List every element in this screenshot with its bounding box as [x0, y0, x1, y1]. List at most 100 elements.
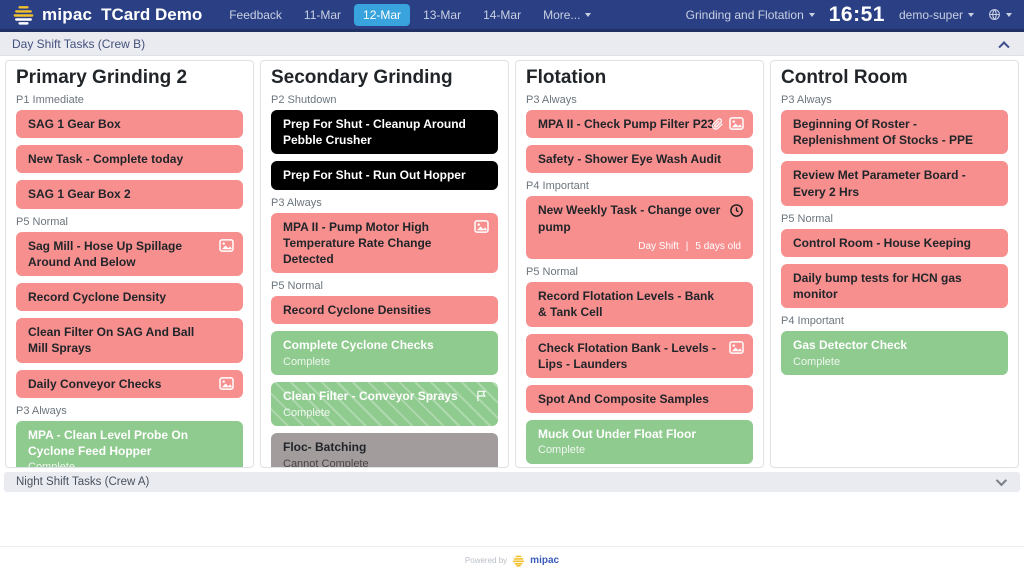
night-shift-collapsible-bar[interactable]: Night Shift Tasks (Crew A)	[4, 472, 1020, 492]
nav-item-11-mar[interactable]: 11-Mar	[303, 7, 342, 22]
task-card[interactable]: Spot And Composite Samples	[526, 385, 753, 414]
task-title: Clean Filter On SAG And Ball Mill Sprays	[28, 325, 195, 356]
task-card[interactable]: New Task - Complete today	[16, 145, 243, 174]
task-card[interactable]: MPA - Clean Level Probe On Cyclone Feed …	[16, 420, 243, 468]
powered-by-label: Powered by	[464, 556, 508, 565]
night-shift-label: Night Shift Tasks (Crew A)	[16, 476, 150, 488]
user-menu-dropdown[interactable]: demo-super	[899, 8, 974, 22]
chevron-down-icon	[1006, 12, 1012, 17]
top-navbar: mipac TCard Demo Feedback 11-Mar 12-Mar …	[0, 0, 1024, 32]
nav-item-13-mar[interactable]: 13-Mar	[423, 7, 462, 22]
task-card[interactable]: New Weekly Task - Change over pump Day S…	[526, 196, 753, 260]
priority-label: P3 Always	[781, 94, 832, 106]
clock-display: 16:51	[828, 2, 885, 26]
task-card[interactable]: Gas Detector Check Complete	[781, 331, 1008, 376]
priority-label: P5 Normal	[271, 280, 323, 293]
task-card[interactable]: MPA II - Pump Motor High Temperature Rat…	[271, 212, 498, 274]
task-title: New Task - Complete today	[28, 152, 184, 167]
task-title: Beginning Of Roster - Replenishment Of S…	[793, 117, 974, 148]
task-card[interactable]: Record Cyclone Densities	[271, 296, 498, 325]
task-title: Review Met Parameter Board - Every 2 Hrs	[793, 168, 966, 199]
chevron-up-icon	[998, 40, 1010, 52]
nav-item-14-mar[interactable]: 14-Mar	[483, 7, 522, 22]
task-card[interactable]: Clean Filter - Conveyor Sprays Complete	[271, 382, 498, 426]
task-card[interactable]: Daily bump tests for HCN gas monitor	[781, 263, 1008, 309]
column-secondary-grinding: Secondary Grinding P2 Shutdown Prep For …	[260, 60, 509, 468]
task-status: Cannot Complete	[283, 457, 369, 468]
chevron-down-icon	[995, 474, 1008, 487]
task-title: Prep For Shut - Cleanup Around Pebble Cr…	[283, 117, 466, 148]
priority-label: P2 Shutdown	[271, 94, 337, 106]
brand[interactable]: mipac TCard Demo	[12, 3, 202, 26]
task-card[interactable]: MPA II - Check Pump Filter P23	[526, 110, 753, 139]
task-card[interactable]: Check Flotation Bank - Levels - Lips - L…	[526, 333, 753, 378]
task-status: Complete	[283, 355, 331, 368]
task-title: Gas Detector Check	[793, 338, 908, 353]
day-shift-collapsible-bar[interactable]: Day Shift Tasks (Crew B)	[0, 32, 1024, 56]
image-icon	[219, 376, 234, 390]
flag-icon	[475, 389, 489, 403]
globe-icon	[988, 8, 1001, 21]
task-card[interactable]: Safety - Shower Eye Wash Audit	[526, 145, 753, 174]
priority-label: P3 Always	[271, 196, 322, 209]
task-card[interactable]: Prep For Shut - Cleanup Around Pebble Cr…	[271, 110, 498, 155]
task-card[interactable]: Review Met Parameter Board - Every 2 Hrs	[781, 161, 1008, 206]
task-card[interactable]: Complete Cyclone Checks Complete	[271, 331, 498, 376]
chevron-down-icon	[968, 13, 974, 18]
priority-label: P1 Immediate	[16, 94, 84, 106]
nav-menu: Feedback 11-Mar 12-Mar 13-Mar 14-Mar Mor…	[220, 3, 600, 26]
column-title: Primary Grinding 2	[16, 67, 188, 88]
task-card[interactable]: SAG 1 Gear Box	[16, 110, 243, 139]
priority-label: P5 Normal	[781, 212, 833, 225]
image-icon	[729, 340, 744, 354]
language-dropdown[interactable]	[988, 8, 1012, 21]
task-card[interactable]: Control Room - House Keeping	[781, 228, 1008, 257]
task-card[interactable]: Record Cyclone Density	[16, 282, 243, 312]
footer-brand-link[interactable]: mipac	[530, 555, 560, 566]
task-title: Complete Cyclone Checks	[283, 338, 434, 353]
task-status: Complete	[793, 355, 841, 368]
priority-label: P3 Always	[16, 404, 67, 417]
task-card[interactable]: Daily Conveyor Checks	[16, 369, 243, 398]
chevron-down-icon	[808, 13, 815, 18]
task-card[interactable]: Floc- Batching Cannot Complete	[271, 433, 498, 468]
app-title: TCard Demo	[101, 4, 203, 24]
image-icon	[729, 117, 744, 130]
task-title: MPA II - Pump Motor High Temperature Rat…	[283, 219, 432, 266]
task-title: SAG 1 Gear Box 2	[28, 187, 131, 202]
task-card[interactable]: Beginning Of Roster - Replenishment Of S…	[781, 110, 1008, 155]
task-card[interactable]: Sag Mill - Hose Up Spillage Around And B…	[16, 231, 243, 276]
meta-separator: |	[685, 240, 689, 252]
area-selector-dropdown[interactable]: Grinding and Flotation	[686, 8, 815, 22]
task-title: Daily Conveyor Checks	[28, 376, 162, 391]
task-status: Complete	[283, 406, 331, 419]
task-card[interactable]: Prep For Shut - Run Out Hopper	[271, 161, 498, 190]
chevron-down-icon	[585, 13, 592, 18]
task-status: Complete	[28, 461, 76, 468]
task-age: 5 days old	[695, 240, 741, 252]
navbar-right: Grinding and Flotation 16:51 demo-super	[686, 3, 1012, 27]
task-card[interactable]: Clean Filter On SAG And Ball Mill Sprays	[16, 318, 243, 363]
task-title: Control Room - House Keeping	[793, 235, 971, 250]
task-title: New Weekly Task - Change over pump	[538, 203, 721, 234]
task-card[interactable]: Record Flotation Levels - Bank & Tank Ce…	[526, 282, 753, 327]
priority-label: P3 Always	[526, 94, 577, 106]
task-title: MPA II - Check Pump Filter P23	[538, 117, 715, 131]
column-title: Secondary Grinding	[271, 67, 453, 88]
nav-item-feedback[interactable]: Feedback	[229, 7, 282, 22]
footer: Powered by mipac	[0, 546, 1024, 576]
nav-item-12-mar-active[interactable]: 12-Mar	[354, 3, 411, 26]
task-title: Floc- Batching	[283, 440, 367, 455]
column-primary-grinding-2: Primary Grinding 2 P1 Immediate SAG 1 Ge…	[5, 60, 254, 468]
task-title: Clean Filter - Conveyor Sprays	[283, 389, 458, 404]
task-title: Check Flotation Bank - Levels - Lips - L…	[538, 340, 717, 371]
column-title: Flotation	[526, 67, 607, 88]
task-card[interactable]: SAG 1 Gear Box 2	[16, 180, 243, 209]
task-meta: Day Shift | 5 days old	[538, 240, 741, 254]
task-title: Prep For Shut - Run Out Hopper	[283, 168, 466, 183]
task-card[interactable]: Muck Out Under Float Floor Complete	[526, 420, 753, 465]
brand-name: mipac	[42, 4, 93, 24]
paperclip-icon	[711, 117, 724, 130]
mipac-logo-icon	[12, 3, 35, 26]
nav-item-more-dropdown[interactable]: More...	[534, 4, 600, 26]
